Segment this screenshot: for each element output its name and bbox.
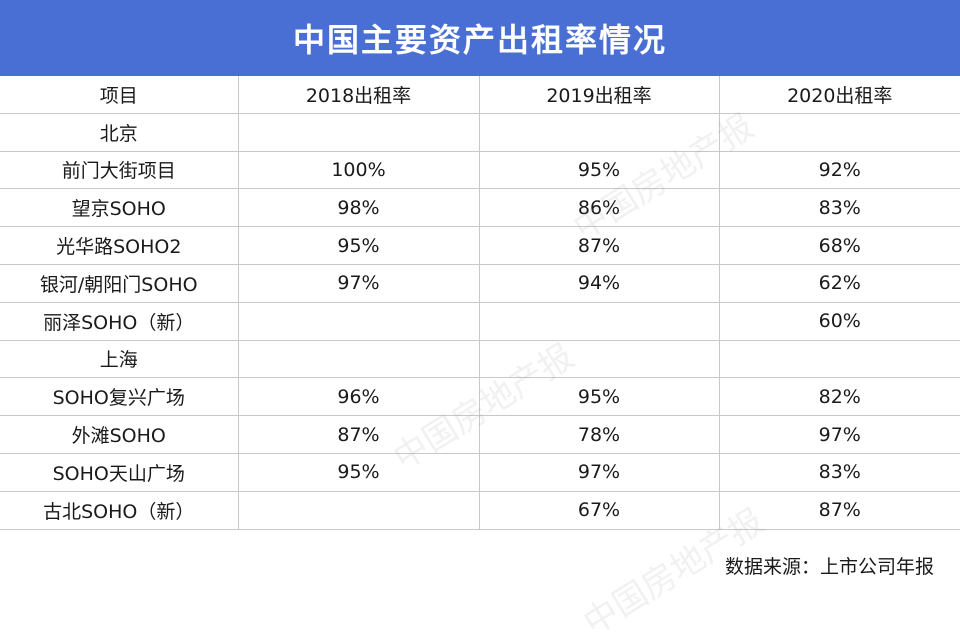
project-name-cell: 上海	[0, 340, 238, 379]
occupancy-cell: 67%	[478, 491, 719, 530]
project-name-cell: 光华路SOHO2	[0, 226, 238, 265]
project-name-cell: SOHO天山广场	[0, 453, 238, 492]
page-title: 中国主要资产出租率情况	[0, 0, 960, 76]
header-cell: 项目	[0, 76, 238, 114]
occupancy-cell: 87%	[237, 415, 479, 454]
table-row: SOHO天山广场 95% 97% 83%	[0, 453, 960, 492]
occupancy-cell: 92%	[718, 151, 960, 190]
occupancy-cell	[237, 302, 479, 341]
occupancy-cell: 62%	[718, 264, 960, 303]
occupancy-cell: 95%	[237, 453, 479, 492]
project-name-cell: 古北SOHO（新）	[0, 491, 238, 530]
occupancy-cell: 78%	[478, 415, 719, 454]
occupancy-cell: 95%	[237, 226, 479, 265]
occupancy-cell	[237, 491, 479, 530]
project-name-cell: 望京SOHO	[0, 188, 238, 228]
occupancy-cell: 97%	[478, 453, 719, 492]
occupancy-cell: 95%	[478, 151, 719, 190]
table-row: 上海	[0, 340, 960, 379]
occupancy-cell: 87%	[718, 491, 960, 530]
occupancy-cell: 60%	[718, 302, 960, 341]
table-row: 望京SOHO 98% 86% 83%	[0, 188, 960, 228]
header-cell: 2019出租率	[478, 76, 719, 114]
project-name-cell: SOHO复兴广场	[0, 377, 238, 417]
occupancy-cell: 94%	[478, 264, 719, 303]
occupancy-cell	[478, 302, 719, 341]
occupancy-cell: 97%	[718, 415, 960, 454]
occupancy-table: 项目 2018出租率 2019出租率 2020出租率 北京 前门大街项目 100% 9…	[0, 76, 960, 530]
project-name-cell: 银河/朝阳门SOHO	[0, 264, 238, 303]
project-name-cell: 丽泽SOHO（新）	[0, 302, 238, 341]
occupancy-cell: 100%	[237, 151, 479, 190]
header-cell: 2018出租率	[237, 76, 479, 114]
occupancy-cell: 83%	[718, 453, 960, 492]
table-row: 丽泽SOHO（新） 60%	[0, 302, 960, 341]
occupancy-cell: 83%	[718, 188, 960, 228]
table-row: 北京	[0, 113, 960, 152]
table-header-row: 项目 2018出租率 2019出租率 2020出租率	[0, 76, 960, 114]
project-name-cell: 前门大街项目	[0, 151, 238, 190]
occupancy-cell	[237, 113, 479, 152]
table-row: 前门大街项目 100% 95% 92%	[0, 151, 960, 190]
project-name-cell: 外滩SOHO	[0, 415, 238, 454]
project-name-cell: 北京	[0, 113, 238, 152]
occupancy-cell: 97%	[237, 264, 479, 303]
occupancy-cell	[718, 340, 960, 379]
header-cell: 2020出租率	[718, 76, 960, 114]
table-row: 光华路SOHO2 95% 87% 68%	[0, 226, 960, 265]
table-row: 外滩SOHO 87% 78% 97%	[0, 415, 960, 454]
occupancy-cell: 68%	[718, 226, 960, 265]
table-row: SOHO复兴广场 96% 95% 82%	[0, 377, 960, 417]
table-row: 银河/朝阳门SOHO 97% 94% 62%	[0, 264, 960, 303]
occupancy-cell: 82%	[718, 377, 960, 417]
occupancy-cell	[478, 340, 719, 379]
occupancy-cell: 87%	[478, 226, 719, 265]
occupancy-cell: 86%	[478, 188, 719, 228]
occupancy-cell	[718, 113, 960, 152]
occupancy-cell	[478, 113, 719, 152]
occupancy-cell: 98%	[237, 188, 479, 228]
occupancy-cell: 96%	[237, 377, 479, 417]
data-source-note: 数据来源：上市公司年报	[724, 556, 934, 578]
occupancy-cell	[237, 340, 479, 379]
table-row: 古北SOHO（新） 67% 87%	[0, 491, 960, 530]
occupancy-cell: 95%	[478, 377, 719, 417]
